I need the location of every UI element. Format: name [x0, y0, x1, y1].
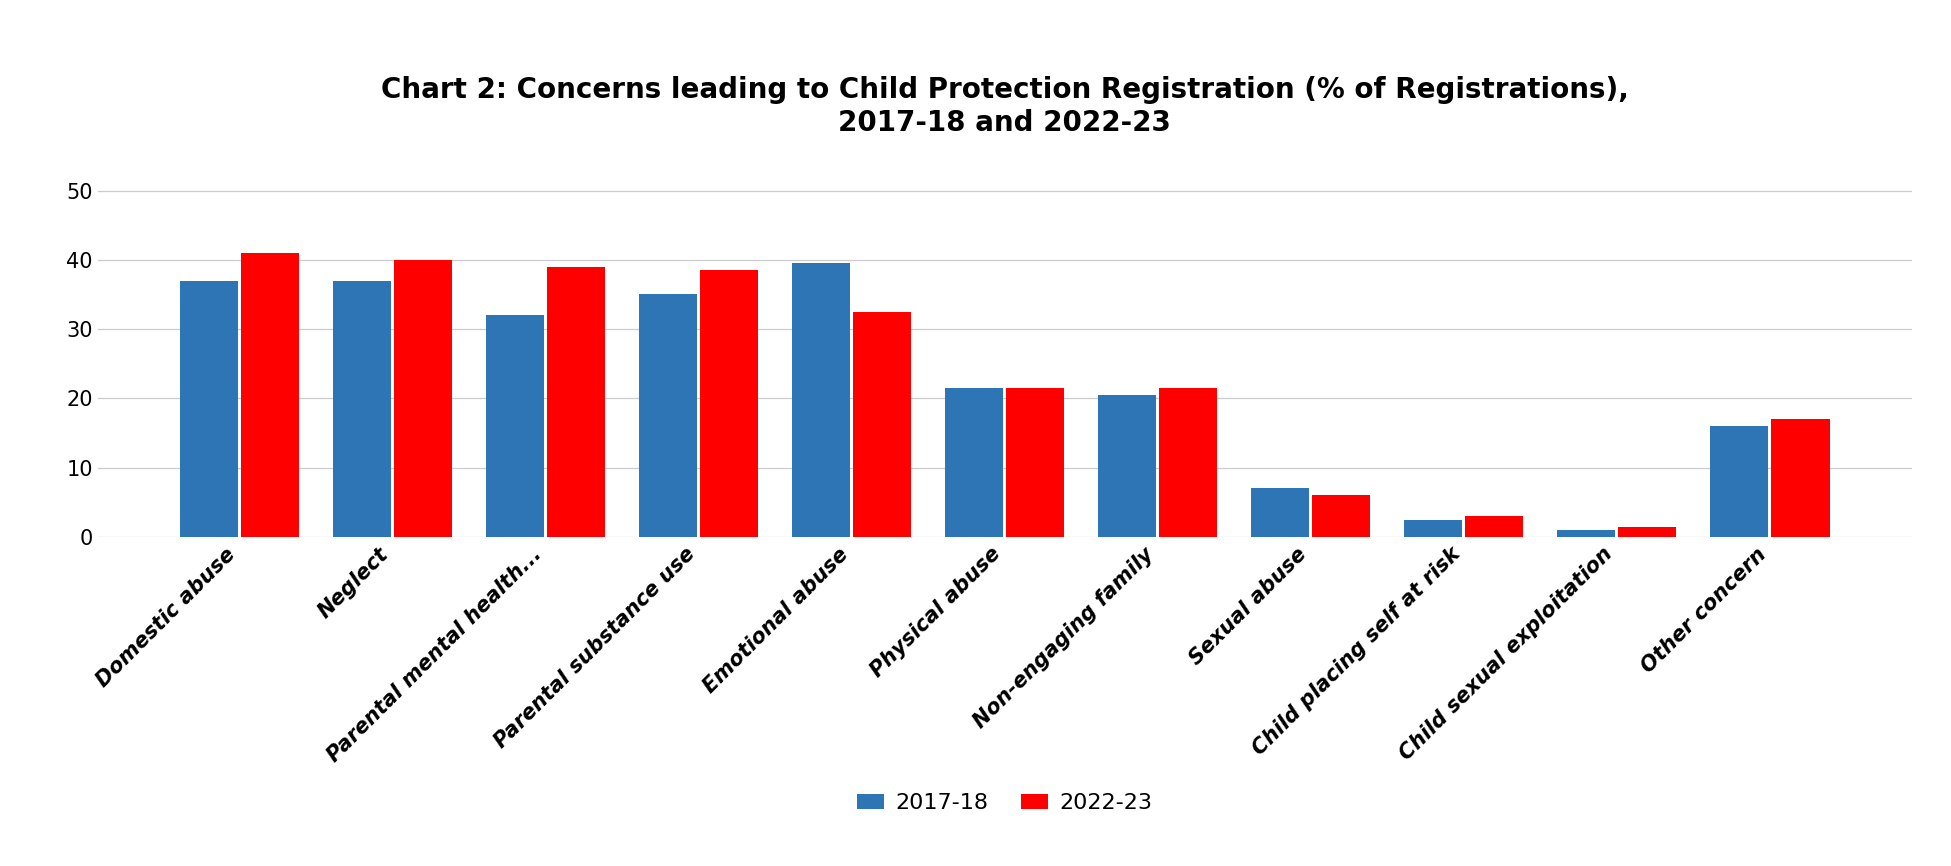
Bar: [1159, 388, 1217, 537]
Bar: [394, 260, 453, 537]
Bar: [242, 253, 299, 537]
Bar: [640, 294, 697, 537]
Bar: [1617, 527, 1676, 537]
Bar: [334, 281, 392, 537]
Bar: [1711, 426, 1768, 537]
Title: Chart 2: Concerns leading to Child Protection Registration (% of Registrations),: Chart 2: Concerns leading to Child Prote…: [380, 76, 1629, 137]
Bar: [1098, 395, 1157, 537]
Bar: [700, 270, 759, 537]
Bar: [486, 315, 544, 537]
Bar: [1405, 520, 1461, 537]
Bar: [1772, 419, 1830, 537]
Bar: [1251, 488, 1309, 537]
Bar: [1313, 495, 1370, 537]
Bar: [548, 267, 605, 537]
Bar: [1007, 388, 1065, 537]
Bar: [1557, 530, 1615, 537]
Bar: [853, 312, 911, 537]
Bar: [1465, 516, 1524, 537]
Bar: [944, 388, 1003, 537]
Legend: 2017-18, 2022-23: 2017-18, 2022-23: [849, 785, 1161, 822]
Bar: [792, 263, 851, 537]
Bar: [179, 281, 238, 537]
